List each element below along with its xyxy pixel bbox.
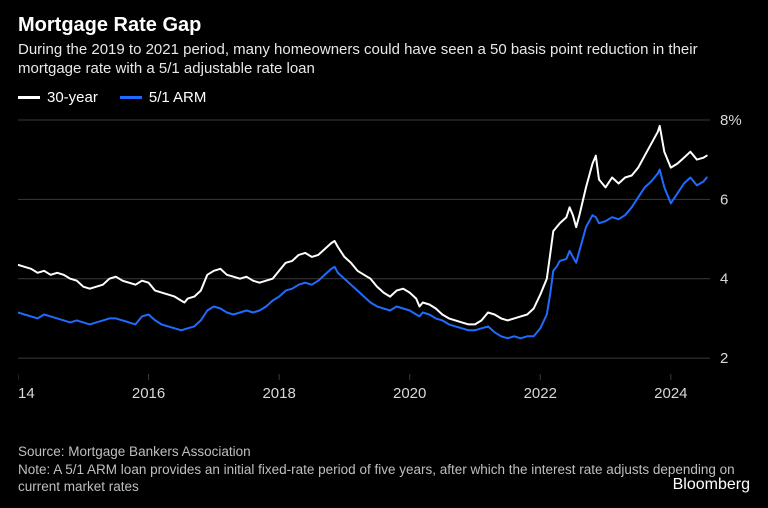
svg-text:2020: 2020 xyxy=(393,385,426,402)
svg-text:4: 4 xyxy=(720,270,728,287)
brand-label: Bloomberg xyxy=(673,476,750,494)
svg-text:2024: 2024 xyxy=(654,385,687,402)
legend: 30-year 5/1 ARM xyxy=(18,89,750,106)
legend-swatch-30yr xyxy=(18,96,40,99)
chart-title: Mortgage Rate Gap xyxy=(18,14,750,37)
note-text: Note: A 5/1 ARM loan provides an initial… xyxy=(18,461,750,496)
line-chart-svg: 2 4 6 8% 2014 2016 2018 2020 2022 2024 xyxy=(18,112,750,422)
source-text: Source: Mortgage Bankers Association xyxy=(18,443,750,461)
svg-text:6: 6 xyxy=(720,191,728,208)
svg-text:2014: 2014 xyxy=(18,385,35,402)
legend-label-30yr: 30-year xyxy=(47,89,98,106)
svg-text:2022: 2022 xyxy=(524,385,557,402)
legend-label-arm: 5/1 ARM xyxy=(149,89,207,106)
legend-swatch-arm xyxy=(120,96,142,99)
chart-area: 2 4 6 8% 2014 2016 2018 2020 2022 2024 xyxy=(18,112,750,422)
svg-text:8%: 8% xyxy=(720,112,742,129)
legend-item-arm: 5/1 ARM xyxy=(120,89,207,106)
svg-text:2: 2 xyxy=(720,350,728,367)
svg-text:2016: 2016 xyxy=(132,385,165,402)
legend-item-30yr: 30-year xyxy=(18,89,98,106)
chart-footer: Source: Mortgage Bankers Association Not… xyxy=(18,443,750,496)
chart-card: Mortgage Rate Gap During the 2019 to 202… xyxy=(0,0,768,508)
chart-subtitle: During the 2019 to 2021 period, many hom… xyxy=(18,41,750,79)
svg-text:2018: 2018 xyxy=(262,385,295,402)
